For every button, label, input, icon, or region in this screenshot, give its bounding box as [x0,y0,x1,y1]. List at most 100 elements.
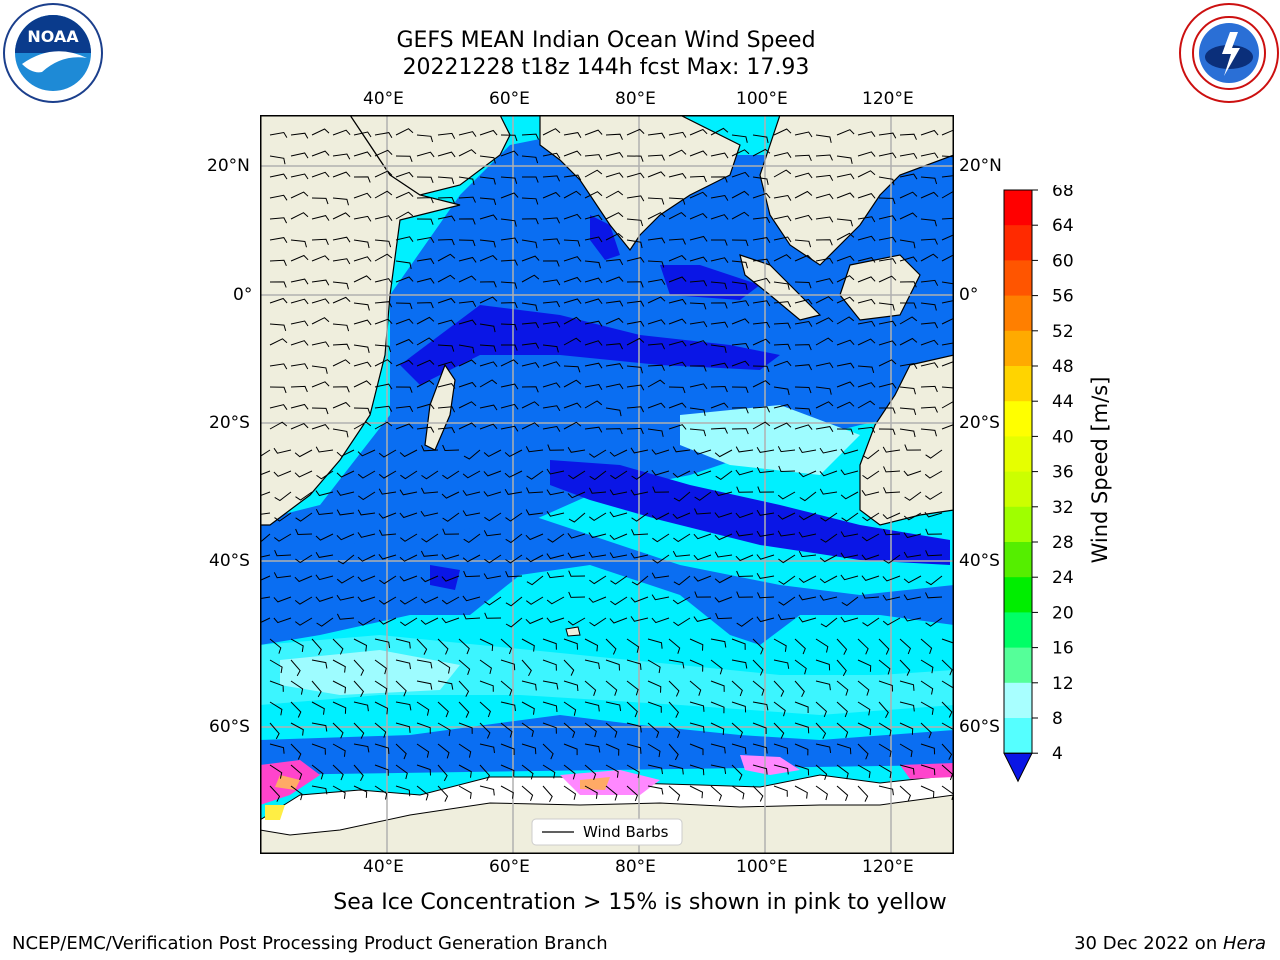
wind-barb [878,176,895,186]
wind-barb [689,743,704,756]
wind-barb [462,470,481,479]
wind-barb [353,319,372,326]
wind-barb [731,281,748,290]
wind-barb [353,421,372,430]
wind-barb [903,532,922,539]
wind-barb [290,152,309,159]
wind-barb [416,743,430,758]
wind-barb [458,680,470,697]
wind-barb [626,155,644,162]
wind-barb [437,361,456,368]
wind-barb [752,659,764,676]
wind-barb [882,594,901,601]
wind-barb [925,592,943,599]
wind-barb [374,344,392,353]
wind-barb [836,173,855,180]
wind-barb [563,132,582,138]
lat-tick-right-20N: 20°N [959,156,1002,176]
wind-barb [437,638,449,655]
lat-tick-right-0: 0° [959,285,979,305]
wind-barb [794,764,810,776]
wind-barb [521,155,539,164]
wind-barb [437,238,455,246]
wind-barb [479,638,494,652]
wind-barb [836,218,853,227]
wind-barb [332,258,351,265]
wind-barb [441,554,460,560]
wind-barb [294,596,313,605]
wind-barb [501,344,518,351]
wind-barb [710,764,727,774]
wind-barb [589,512,607,522]
wind-barb [374,318,393,325]
wind-barb [357,596,376,602]
wind-barb [941,638,954,644]
wind-barb [857,426,876,433]
wind-barb [374,170,393,178]
wind-barb [605,785,618,801]
wind-barb [673,491,691,502]
wind-barb [525,617,544,625]
wind-barb [462,490,481,496]
wind-barb [777,512,796,520]
wind-barb [689,365,707,372]
wind-barb [731,360,750,367]
wind-barb [353,192,372,199]
wind-barb [420,510,439,517]
wind-barb [374,701,389,715]
wind-barb [395,171,414,178]
wind-barb [395,318,414,325]
wind-barb [794,154,812,161]
wind-barb [798,616,817,623]
wind-barb [857,365,875,374]
wind-barb [605,232,624,241]
wind-barb [542,659,557,671]
wind-barb [882,617,901,626]
wind-barb [878,382,897,389]
wind-barb [437,785,449,802]
wind-barb [920,302,937,311]
wind-barb [458,256,477,263]
chart-title-line1: GEFS MEAN Indian Ocean Wind Speed [396,28,816,53]
wind-barb [773,680,785,697]
wind-barb [332,785,346,799]
wind-barb [295,491,313,501]
wind-barb [311,197,329,205]
wind-barb [647,743,661,758]
wind-barb [442,528,460,535]
wind-barb [878,275,897,283]
wind-barb [815,296,834,304]
wind-barb [374,785,388,800]
wind-barb [441,617,460,624]
wind-barb [462,510,481,517]
wind-barb [836,701,848,718]
wind-barb [374,659,387,675]
colorbar-cell [1004,718,1032,754]
wind-barb [941,190,954,199]
wind-barb [773,638,787,652]
wind-barb [861,575,880,581]
wind-barb [522,176,539,183]
wind-barb [357,509,376,516]
wind-barb [609,617,628,624]
wind-barb [773,422,792,430]
wind-barb [458,300,477,307]
wind-barb [420,550,439,557]
wind-barb [269,659,283,674]
wind-barb [710,722,725,736]
wind-barb [332,343,350,350]
wind-barb [399,489,418,496]
wind-barb [521,680,537,691]
wind-barb [505,596,523,607]
wind-barb [899,191,918,199]
wind-barb [526,470,544,480]
wind-barb [353,680,365,698]
wind-barb [630,596,649,603]
wind-barb [752,764,768,775]
wind-barb [521,638,535,652]
wind-barb [416,701,430,716]
wind-barb [269,297,288,304]
wind-barb [479,423,498,430]
wind-barb [311,680,322,698]
wind-barb [332,659,346,673]
